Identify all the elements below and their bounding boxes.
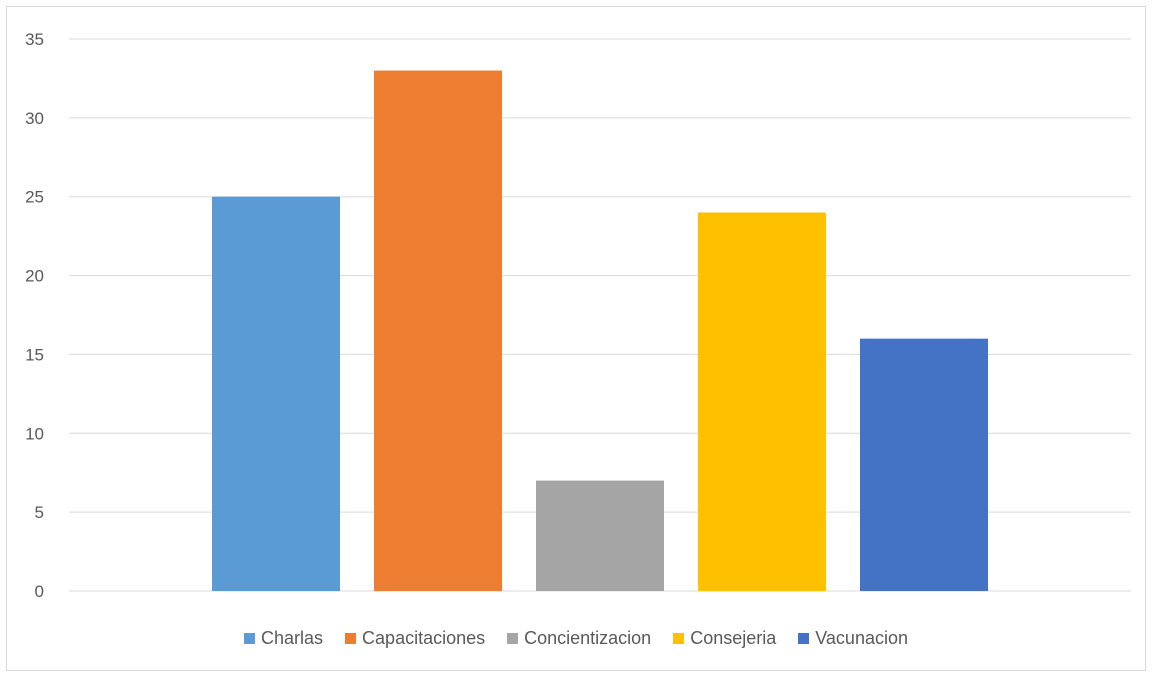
bar-capacitaciones	[374, 70, 502, 592]
y-tick-label: 10	[25, 424, 44, 443]
legend-swatch	[244, 633, 256, 644]
legend-label: Consejeria	[690, 628, 777, 648]
y-tick-label: 25	[25, 188, 44, 207]
legend-item-charlas: Charlas	[244, 628, 323, 649]
legend-item-capacitaciones: Capacitaciones	[345, 628, 485, 649]
bar-concientizacion	[536, 480, 664, 591]
legend-item-concientizacion: Concientizacion	[507, 628, 651, 649]
legend-swatch	[798, 633, 810, 644]
y-tick-label: 5	[35, 503, 44, 522]
legend-label: Concientizacion	[524, 628, 652, 648]
y-tick-label: 30	[25, 109, 44, 128]
legend-swatch	[345, 633, 357, 644]
legend-label: Capacitaciones	[362, 628, 486, 648]
chart-legend: Charlas Capacitaciones Concientizacion Cons…	[0, 628, 1152, 649]
y-tick-label: 35	[25, 30, 44, 49]
legend-label: Charlas	[261, 628, 324, 648]
y-tick-label: 0	[35, 582, 44, 601]
bar-vacunacion	[860, 338, 988, 591]
legend-label: Vacunacion	[815, 628, 908, 648]
legend-item-vacunacion: Vacunacion	[798, 628, 908, 649]
legend-swatch	[507, 633, 519, 644]
bar-charlas	[212, 196, 340, 591]
legend-swatch	[673, 633, 685, 644]
y-tick-label: 20	[25, 267, 44, 286]
bar-consejeria	[698, 212, 826, 591]
y-tick-label: 15	[25, 345, 44, 364]
legend-item-consejeria: Consejeria	[673, 628, 776, 649]
